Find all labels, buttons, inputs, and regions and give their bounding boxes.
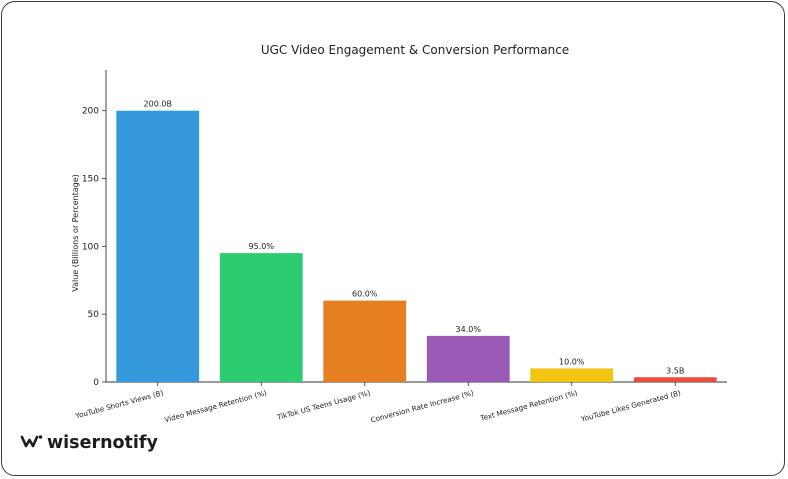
chart-title: UGC Video Engagement & Conversion Perfor…	[261, 43, 569, 57]
y-tick-label: 50	[88, 310, 100, 320]
x-tick-label: Text Message Retention (%)	[478, 388, 578, 423]
bar	[530, 368, 614, 382]
data-label: 200.0B	[144, 100, 172, 109]
y-axis-label: Value (Billions or Percentage)	[71, 174, 80, 292]
data-label: 60.0%	[352, 290, 378, 299]
x-tick-label: TikTok US Teens Usage (%)	[275, 388, 371, 422]
bar	[323, 300, 407, 382]
bars-group	[116, 110, 717, 383]
bar	[219, 253, 303, 382]
data-label: 34.0%	[456, 325, 482, 334]
axes: 0 50 100 150 200	[82, 70, 727, 388]
y-tick-label: 200	[82, 107, 99, 117]
data-label: 3.5B	[666, 366, 684, 375]
bar	[633, 377, 717, 382]
wisernotify-logo-icon	[20, 435, 43, 448]
x-tick-label: Video Message Retention (%)	[163, 388, 268, 424]
brand-name: wisernotify	[47, 433, 159, 453]
y-tick-label: 0	[93, 378, 99, 388]
data-label: 10.0%	[559, 357, 585, 366]
x-tick-label: Conversion Rate Increase (%)	[370, 388, 475, 424]
brand-logo: wisernotify	[20, 433, 159, 453]
bar	[116, 110, 200, 383]
y-tick-label: 100	[82, 242, 99, 252]
bar	[426, 335, 510, 382]
data-label: 95.0%	[249, 242, 275, 251]
x-tick-label: YouTube Likes Generated (B)	[579, 388, 682, 424]
x-tick-label: YouTube Shorts Views (B)	[74, 388, 165, 420]
y-tick-label: 150	[82, 175, 99, 185]
